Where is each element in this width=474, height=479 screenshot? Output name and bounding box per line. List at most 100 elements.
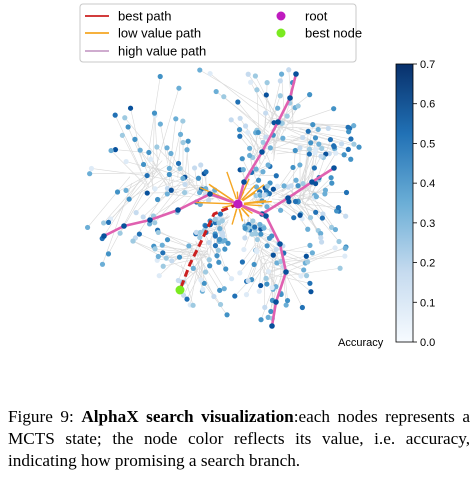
low-value-path <box>222 204 233 209</box>
path-node <box>207 191 213 197</box>
tree-edge <box>268 95 281 128</box>
tree-edge <box>299 194 337 212</box>
tree-node <box>263 134 269 140</box>
colorbar-tick-label: 0.5 <box>420 138 435 150</box>
tree-node <box>155 196 161 203</box>
tree-node <box>157 73 163 80</box>
tree-node <box>322 187 329 193</box>
tree-node <box>269 233 275 239</box>
tree-node <box>288 183 294 189</box>
tree-node <box>252 224 258 230</box>
tree-node <box>140 161 147 168</box>
tree-node <box>306 146 313 152</box>
tree-node <box>342 245 348 251</box>
tree-node <box>180 175 186 181</box>
low-value-path <box>241 184 265 202</box>
tree-node <box>154 144 160 150</box>
tree-node <box>292 198 299 205</box>
tree-edge <box>184 141 189 177</box>
tree-node <box>291 215 297 221</box>
tree-node <box>335 204 342 211</box>
tree-node <box>222 246 228 252</box>
legend-root-label: root <box>305 9 328 24</box>
path-node <box>293 71 299 77</box>
tree-node <box>206 257 212 263</box>
tree-node <box>242 235 248 241</box>
tree-node <box>260 139 266 145</box>
colorbar-tick-label: 0.2 <box>420 258 435 270</box>
tree-edge <box>182 178 198 191</box>
tree-node <box>212 243 219 249</box>
tree-node <box>114 189 121 195</box>
tree-node <box>176 85 182 91</box>
tree-node <box>206 197 212 204</box>
tree-edge <box>183 261 201 296</box>
tree-edge <box>117 168 160 193</box>
tree-node <box>177 131 184 137</box>
tree-edge <box>271 137 303 150</box>
tree-node <box>331 144 337 150</box>
tree-edge <box>127 126 157 192</box>
tree-edge <box>224 226 229 244</box>
low-value-path <box>243 200 267 204</box>
tree-edge <box>286 108 334 126</box>
tree-edge <box>242 242 257 263</box>
path-node <box>121 223 127 229</box>
tree-node <box>299 304 305 311</box>
tree-edge <box>89 172 152 175</box>
tree-edge <box>265 82 268 129</box>
tree-edge <box>186 267 203 300</box>
colorbar-label: Accuracy <box>338 337 384 349</box>
tree-edge <box>271 259 273 288</box>
tree-node <box>157 121 163 127</box>
tree-node <box>307 92 313 98</box>
tree-node <box>249 231 255 237</box>
tree-node <box>184 296 190 302</box>
tree-node <box>166 165 172 171</box>
tree-node <box>277 78 283 84</box>
tree-node <box>240 167 246 173</box>
tree-node <box>198 162 204 168</box>
tree-node <box>168 187 174 193</box>
tree-node <box>262 304 268 311</box>
tree-node <box>217 226 223 232</box>
tree-node <box>217 211 223 217</box>
tree-node <box>300 181 306 187</box>
tree-node <box>185 138 191 144</box>
tree-node <box>190 265 196 271</box>
tree-edge <box>196 253 220 291</box>
tree-edge <box>154 115 158 167</box>
tree-edge <box>119 168 159 234</box>
tree-node <box>241 246 247 253</box>
tree-edge <box>302 152 316 201</box>
tree-node <box>217 301 224 308</box>
tree-node <box>332 226 339 233</box>
tree-edge <box>302 203 339 208</box>
tree-edge <box>260 108 278 134</box>
tree-node <box>216 236 223 243</box>
tree-edge <box>287 122 349 128</box>
tree-node <box>173 116 179 122</box>
tree-node <box>297 212 303 218</box>
tree-edge <box>110 150 146 185</box>
tree-node <box>236 127 243 133</box>
tree-node <box>308 140 314 146</box>
tree-node <box>315 126 321 133</box>
tree-node <box>160 263 166 269</box>
tree-edge <box>239 129 259 154</box>
tree-node <box>327 136 334 143</box>
tree-node <box>235 99 241 105</box>
tree-edge <box>230 119 259 146</box>
tree-node <box>313 194 319 200</box>
tree-edge <box>130 108 143 162</box>
tree-node <box>264 243 270 249</box>
tree-edge <box>258 147 271 169</box>
high-value-path <box>237 202 288 327</box>
tree-node <box>223 266 229 272</box>
tree-node <box>305 226 311 232</box>
tree-node <box>211 293 217 300</box>
caption-body: :each nodes represents a MCTS state; the… <box>8 407 470 470</box>
tree-node <box>181 292 187 298</box>
tree-node <box>175 277 181 284</box>
tree-node <box>342 253 348 259</box>
